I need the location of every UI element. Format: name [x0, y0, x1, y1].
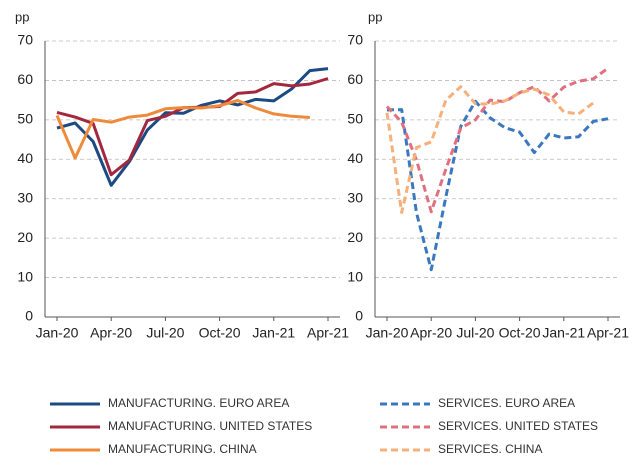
x-tick-label: Jan-20: [36, 325, 79, 341]
x-tick-label: Apr-21: [307, 325, 349, 341]
y-tick-label: 30: [347, 189, 363, 205]
line-series: [385, 66, 609, 214]
y-tick-label: 50: [347, 111, 363, 127]
y-unit-label: pp: [15, 9, 29, 24]
x-tick-label: Apr-21: [587, 325, 629, 341]
y-unit-label: pp: [368, 9, 382, 24]
y-tick-label: 30: [17, 189, 33, 205]
line-series: [385, 85, 595, 214]
y-tick-label: 10: [17, 268, 33, 284]
legend-label: SERVICES. UNITED STATES: [438, 419, 598, 433]
y-tick-label: 0: [25, 308, 33, 324]
y-tick-label: 60: [17, 71, 33, 87]
y-tick-label: 50: [17, 111, 33, 127]
legend-label: MANUFACTURING. CHINA: [108, 442, 257, 456]
y-tick-label: 60: [347, 71, 363, 87]
legend-label: SERVICES. EURO AREA: [438, 396, 575, 410]
x-tick-label: Apr-20: [90, 325, 132, 341]
y-tick-label: 20: [347, 229, 363, 245]
y-tick-label: 20: [17, 229, 33, 245]
x-tick-label: Jul-20: [456, 325, 494, 341]
y-tick-label: 40: [347, 150, 363, 166]
x-tick-label: Jan-20: [366, 325, 409, 341]
line-series: [55, 99, 310, 160]
y-tick-label: 10: [347, 268, 363, 284]
y-tick-label: 70: [347, 32, 363, 48]
x-tick-label: Oct-20: [199, 325, 241, 341]
y-tick-label: 40: [17, 150, 33, 166]
x-tick-label: Oct-20: [499, 325, 541, 341]
y-tick-label: 0: [355, 308, 363, 324]
y-tick-label: 70: [17, 32, 33, 48]
x-tick-label: Jul-20: [146, 325, 184, 341]
x-tick-label: Apr-20: [410, 325, 452, 341]
legend-label: SERVICES. CHINA: [438, 442, 542, 456]
x-tick-label: Jan-21: [542, 325, 585, 341]
legend-label: MANUFACTURING. UNITED STATES: [108, 419, 312, 433]
line-series: [386, 99, 609, 272]
legend-label: MANUFACTURING. EURO AREA: [108, 396, 289, 410]
x-tick-label: Jan-21: [252, 325, 295, 341]
